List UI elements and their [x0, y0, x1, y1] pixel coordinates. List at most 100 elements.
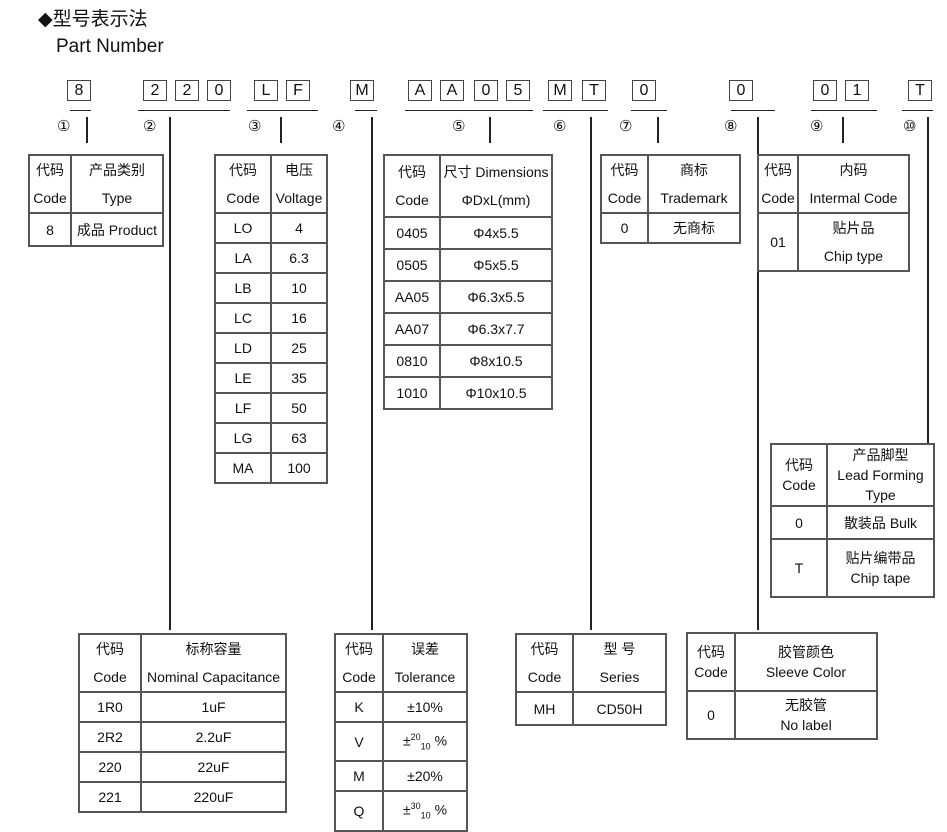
cell-text: 01	[770, 234, 786, 250]
capacitance-table: 代码 Code 标称容量 Nominal Capacitance 1R0 1uF 2R2 2.…	[78, 633, 287, 813]
table-header-row: 代码 Code 尺寸 Dimensions ΦDxL(mm)	[383, 154, 553, 218]
cell-text: Φ6.3x7.7	[467, 321, 525, 337]
table-row: LD 25	[214, 332, 328, 364]
part-number-char-box: T	[908, 80, 932, 101]
value-header: 商标 Trademark	[647, 154, 741, 214]
cell-text: 25	[291, 340, 307, 356]
cell-text: Φ6.3x5.5	[467, 289, 525, 305]
cell-text: M	[353, 768, 365, 785]
cell-text: AA07	[394, 321, 430, 337]
page-title: ◆型号表示法	[38, 9, 148, 30]
value-header: 型 号 Series	[572, 633, 667, 693]
table-row: M ±20%	[334, 760, 468, 793]
value-cell: 1uF	[140, 691, 287, 723]
value-cell: 100	[270, 452, 328, 484]
value-cell: 50	[270, 392, 328, 424]
part-number-char-box: 0	[632, 80, 656, 101]
table-row: 0810 Φ8x10.5	[383, 344, 553, 378]
cell-text: 0505	[396, 257, 428, 273]
cell-text: Φ5x5.5	[473, 257, 519, 273]
cell-text: 尺寸 Dimensions	[443, 164, 549, 180]
code-cell: MH	[515, 691, 574, 726]
value-cell: Φ10x10.5	[439, 376, 553, 410]
table-row: 221 220uF	[78, 781, 287, 813]
cell-text: 代码	[36, 162, 64, 178]
value-cell: 10	[270, 272, 328, 304]
code-header: 代码 Code	[686, 632, 736, 692]
part-number-char-box: F	[286, 80, 310, 101]
code-header: 代码 Code	[214, 154, 272, 214]
table-header-row: 代码 Code 产品类别 Type	[28, 154, 164, 214]
part-number-char-box: 2	[143, 80, 167, 101]
cell-text: 0405	[396, 225, 428, 241]
value-cell: 无胶管 No label	[734, 690, 878, 740]
group-number-label: ③	[248, 117, 262, 135]
cell-text: 代码	[345, 641, 373, 657]
cell-text: 成品 Product	[76, 221, 158, 238]
table-row: MA 100	[214, 452, 328, 484]
value-cell: Φ4x5.5	[439, 216, 553, 250]
cell-text: 220uF	[193, 789, 234, 805]
cell-text: ±20%	[407, 768, 443, 785]
cell-text: Trademark	[660, 190, 728, 206]
group-number-label: ②	[143, 117, 157, 135]
cell-text: Type	[865, 487, 896, 503]
table-row: 1R0 1uF	[78, 691, 287, 723]
table-row: AA05 Φ6.3x5.5	[383, 280, 553, 314]
cell-text: K	[354, 699, 364, 715]
value-cell: 贴片编带品 Chip tape	[826, 538, 935, 598]
group-underline	[631, 110, 667, 111]
sleeve-color-table: 代码 Code 胶管颜色 Sleeve Color 0 无胶管 No label	[686, 632, 878, 740]
cell-text: 胶管颜色	[778, 644, 834, 660]
cell-text: 0	[620, 220, 629, 236]
code-cell: LA	[214, 242, 272, 274]
code-cell: 0	[686, 690, 736, 740]
table-row: 0 无胶管 No label	[686, 690, 878, 740]
table-row: LO 4	[214, 212, 328, 244]
table-row: MH CD50H	[515, 691, 667, 726]
connector-line	[280, 117, 282, 143]
value-cell: 贴片品 Chip type	[797, 212, 910, 272]
cell-text: Code	[694, 664, 728, 680]
part-number-char-box: 0	[207, 80, 231, 101]
cell-text: LO	[233, 220, 253, 236]
cell-text: 8	[46, 221, 54, 238]
group-underline	[902, 110, 933, 111]
tolerance-unit: %	[434, 802, 448, 819]
table-header-row: 代码 Code 商标 Trademark	[600, 154, 741, 214]
cell-text: 35	[291, 370, 307, 386]
value-cell: ±20%	[382, 760, 468, 793]
cell-text: ±10%	[407, 699, 443, 715]
cell-text: 代码	[697, 644, 725, 660]
code-cell: 0505	[383, 248, 441, 282]
table-header-row: 代码 Code 产品脚型 Lead Forming Type	[770, 443, 935, 507]
cell-text: MA	[232, 460, 254, 476]
value-cell: Φ5x5.5	[439, 248, 553, 282]
code-header: 代码 Code	[600, 154, 649, 214]
connector-line	[657, 117, 659, 143]
value-cell: ±2010 %	[382, 720, 468, 763]
part-number-char-box: 0	[474, 80, 498, 101]
cell-text: AA05	[394, 289, 430, 305]
tolerance-table: 代码 Code 误差 Tolerance K ±10% V ±2010 % M ±20% Q ±301…	[334, 633, 468, 832]
code-cell: LG	[214, 422, 272, 454]
group-underline	[355, 110, 377, 111]
table-row: 2R2 2.2uF	[78, 721, 287, 753]
table-row: LF 50	[214, 392, 328, 424]
code-cell: LB	[214, 272, 272, 304]
code-header: 代码 Code	[334, 633, 384, 693]
part-number-char-box: 0	[813, 80, 837, 101]
series-table: 代码 Code 型 号 Series MH CD50H	[515, 633, 667, 726]
cell-text: LD	[234, 340, 252, 356]
value-cell: 无商标	[647, 212, 741, 244]
value-cell: 25	[270, 332, 328, 364]
cell-text: LB	[234, 280, 252, 296]
cell-text: Chip type	[823, 248, 884, 264]
code-cell: 0810	[383, 344, 441, 378]
tolerance-sub: 10	[420, 810, 431, 821]
table-row: 220 22uF	[78, 751, 287, 783]
group-number-label: ⑧	[724, 117, 738, 135]
group-underline	[247, 110, 318, 111]
voltage-table: 代码 Code 电压 Voltage LO 4 LA 6.3 LB 10 LC 16 LD 25 LE 35 L…	[214, 154, 328, 484]
part-number-char-box: M	[350, 80, 374, 101]
